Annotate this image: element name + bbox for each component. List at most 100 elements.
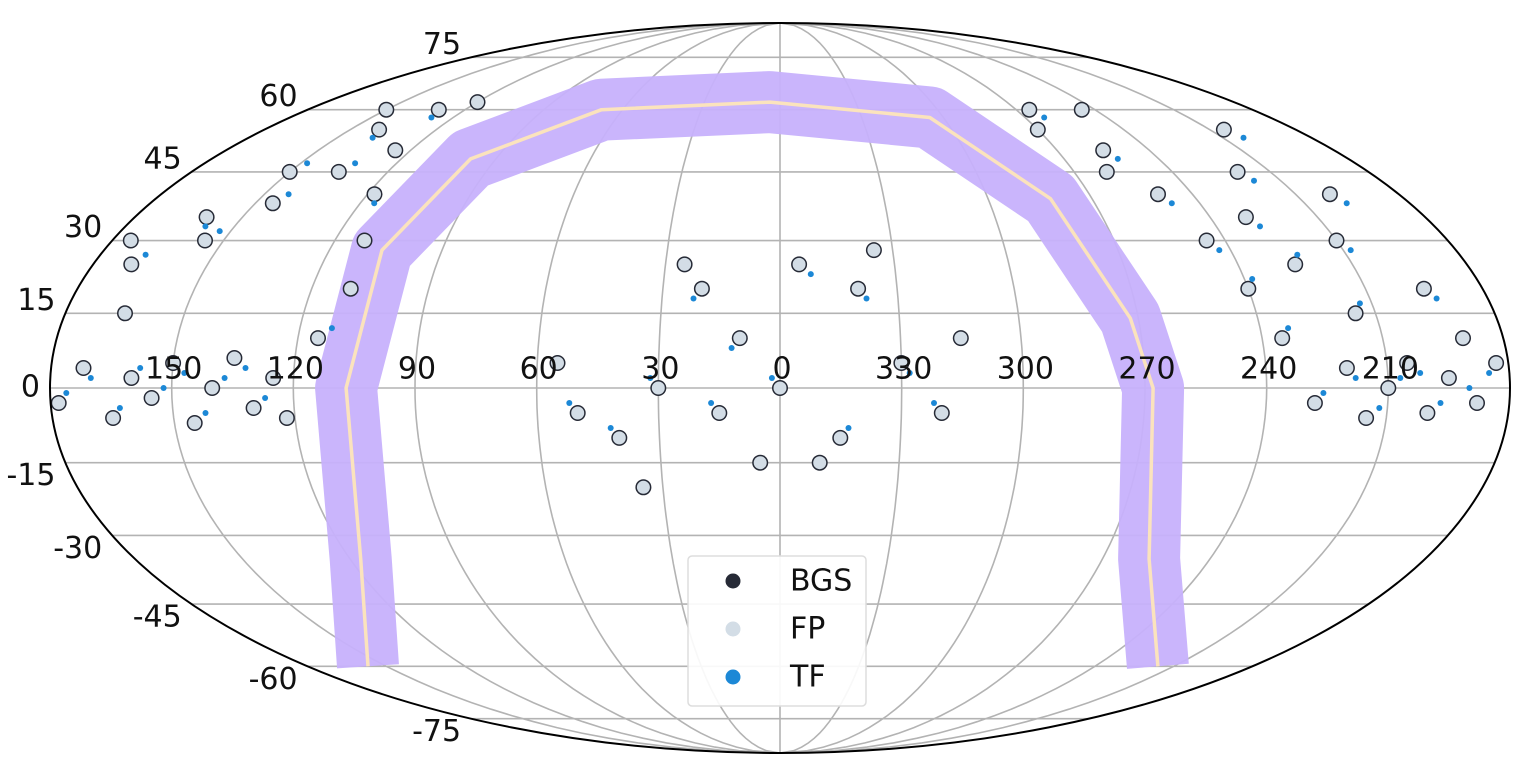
point bbox=[1356, 300, 1363, 307]
point bbox=[304, 160, 311, 167]
y-tick-label: 60 bbox=[259, 79, 297, 114]
point bbox=[181, 370, 188, 376]
point bbox=[160, 385, 167, 391]
legend-marker bbox=[725, 573, 741, 589]
point bbox=[369, 134, 376, 141]
y-tick-label: -30 bbox=[53, 531, 102, 566]
point bbox=[1347, 247, 1354, 254]
legend: BGS FP TF bbox=[687, 555, 867, 707]
point bbox=[202, 410, 209, 416]
point bbox=[571, 406, 585, 420]
point bbox=[1397, 375, 1404, 381]
x-tick-label: 90 bbox=[398, 352, 436, 387]
point bbox=[137, 365, 144, 371]
point bbox=[954, 331, 968, 345]
point bbox=[1075, 103, 1089, 117]
point bbox=[216, 228, 223, 235]
point bbox=[1239, 210, 1253, 224]
point bbox=[1352, 375, 1359, 381]
y-tick-label: 45 bbox=[144, 141, 182, 176]
point bbox=[1231, 165, 1245, 179]
point bbox=[87, 375, 94, 381]
point bbox=[1349, 306, 1363, 320]
point bbox=[1257, 223, 1263, 230]
plane-line bbox=[344, 100, 1160, 667]
point bbox=[773, 381, 787, 395]
point bbox=[266, 371, 280, 385]
x-tick-label: 270 bbox=[1118, 352, 1175, 387]
x-tick-label: 60 bbox=[520, 352, 558, 387]
point bbox=[813, 456, 827, 470]
point bbox=[867, 243, 881, 257]
point bbox=[1217, 123, 1231, 137]
point bbox=[935, 406, 949, 420]
legend-box bbox=[687, 555, 867, 707]
point bbox=[894, 356, 908, 370]
x-tick-label: 120 bbox=[267, 352, 324, 387]
point bbox=[1022, 103, 1036, 117]
point bbox=[432, 103, 446, 117]
point bbox=[906, 370, 913, 376]
y-tick-label: 75 bbox=[423, 27, 461, 62]
x-tick-label: 0 bbox=[772, 352, 791, 387]
point bbox=[566, 400, 573, 406]
point bbox=[352, 160, 359, 167]
y-tick-label: -75 bbox=[412, 714, 461, 749]
point bbox=[1249, 276, 1256, 282]
point bbox=[198, 234, 212, 247]
x-tick-label: 300 bbox=[997, 352, 1054, 387]
point bbox=[379, 103, 393, 117]
map-boundary bbox=[49, 22, 1511, 754]
point bbox=[1417, 370, 1424, 376]
point bbox=[205, 381, 219, 395]
point bbox=[262, 395, 269, 401]
x-tick-label: 240 bbox=[1240, 352, 1297, 387]
point bbox=[1320, 390, 1327, 396]
point bbox=[227, 351, 241, 365]
point bbox=[1100, 165, 1114, 179]
point bbox=[1340, 361, 1354, 375]
legend-marker bbox=[725, 669, 741, 685]
point bbox=[1489, 356, 1503, 370]
point bbox=[166, 356, 180, 370]
point bbox=[1216, 247, 1223, 254]
legend-label: FP bbox=[790, 612, 825, 647]
point bbox=[471, 95, 484, 109]
point bbox=[1433, 295, 1440, 302]
legend-label: TF bbox=[789, 660, 826, 695]
legend-marker bbox=[725, 621, 741, 637]
point bbox=[1466, 385, 1473, 391]
x-tick-label: 210 bbox=[1362, 352, 1419, 387]
point bbox=[792, 257, 806, 271]
point bbox=[344, 282, 358, 296]
point bbox=[551, 356, 564, 370]
point bbox=[678, 257, 692, 271]
point bbox=[1294, 251, 1301, 258]
point bbox=[1456, 331, 1470, 345]
point bbox=[1343, 200, 1350, 207]
point bbox=[1285, 325, 1292, 332]
point bbox=[428, 114, 435, 121]
point bbox=[200, 210, 214, 224]
point bbox=[368, 187, 381, 201]
x-tick-label: 150 bbox=[145, 352, 202, 387]
y-tick-label: -15 bbox=[6, 458, 55, 493]
point bbox=[833, 431, 847, 445]
point bbox=[1376, 405, 1383, 411]
point bbox=[690, 295, 697, 302]
point bbox=[768, 375, 775, 381]
point bbox=[124, 234, 138, 247]
point bbox=[1308, 396, 1322, 410]
point bbox=[283, 165, 297, 179]
point bbox=[931, 400, 937, 406]
point bbox=[807, 271, 814, 278]
y-tick-label: 15 bbox=[17, 283, 55, 318]
point bbox=[1200, 234, 1214, 247]
point bbox=[1486, 370, 1493, 376]
point bbox=[1096, 143, 1110, 157]
point bbox=[188, 416, 202, 430]
point bbox=[145, 391, 159, 405]
point bbox=[124, 371, 138, 385]
point bbox=[1151, 187, 1165, 201]
point bbox=[845, 425, 852, 431]
